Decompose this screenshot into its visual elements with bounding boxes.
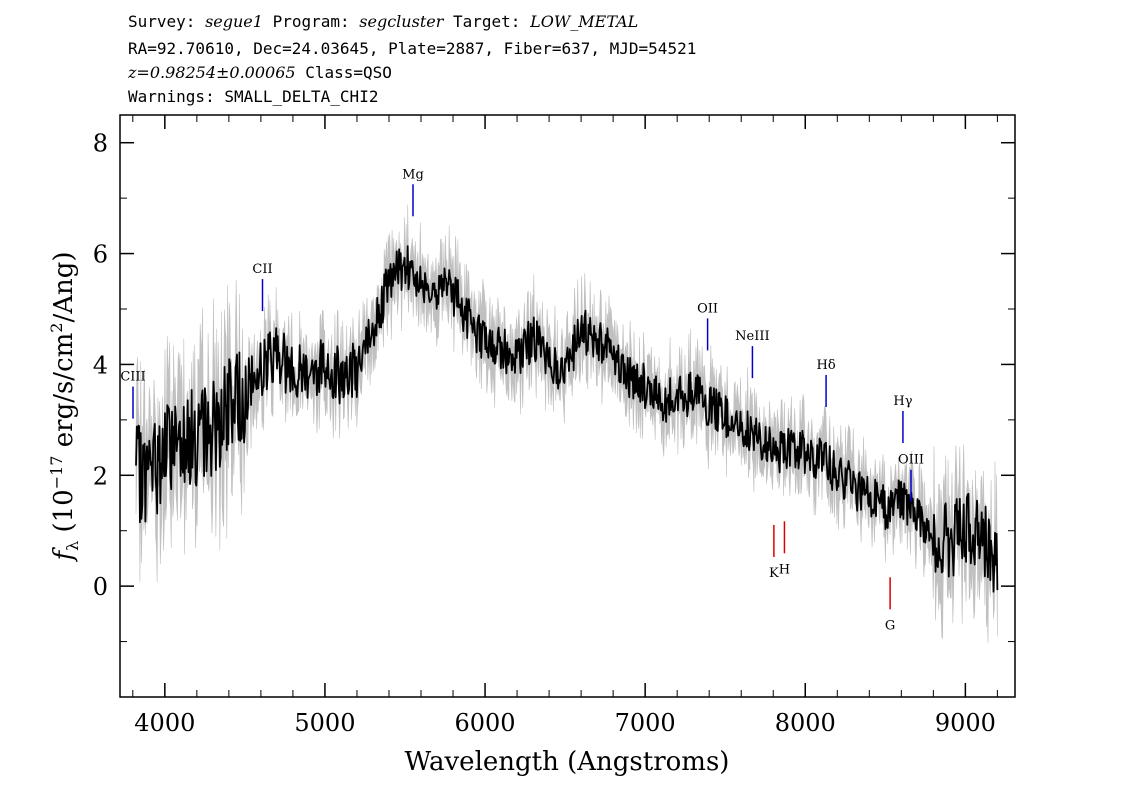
header-line-coordinates: RA=92.70610, Dec=24.03645, Plate=2887, F… [128,39,697,58]
y-axis-text-1: (10 [49,489,79,541]
emission-line-label: CII [252,262,272,277]
absorption-line-label: H [779,562,790,577]
target-label: Target: [453,12,521,31]
y-axis-text-2: erg/s/cm [49,333,79,456]
emission-line-label: CIII [120,370,145,385]
emission-line-label: Hδ [816,358,835,373]
y-axis-squared: 2 [47,323,66,333]
x-tick-label: 4000 [134,709,195,737]
y-tick-label: 8 [93,130,108,158]
y-axis-title: fλ (10−17 erg/s/cm2/Ang) [47,251,82,562]
x-tick-label: 5000 [294,709,355,737]
program-label: Program: [272,12,350,31]
header-line-warnings: Warnings: SMALL_DELTA_CHI2 [128,87,379,106]
survey-value: segue1 [205,12,263,31]
x-tick-label: 9000 [935,709,996,737]
emission-line-label: NeIII [735,329,769,344]
emission-line-label: OIII [898,453,924,468]
survey-label: Survey: [128,12,196,31]
flux-series [135,245,999,593]
spectral-line-markers: CIII CII Mg OII NeIII Hδ Hγ OIII K H G [120,167,924,633]
program-value: segcluster [359,12,444,31]
y-tick-label: 4 [93,351,108,379]
y-tick-label: 2 [93,462,108,490]
absorption-line-label: K [769,566,779,581]
x-tick-label: 8000 [775,709,836,737]
y-axis-text-3: /Ang) [49,251,79,322]
error-band [135,204,998,643]
axis-ticks: 4000 5000 6000 7000 8000 9000 0 2 4 6 8 [93,115,1015,737]
target-value: LOW_METAL [530,12,639,31]
y-tick-label: 6 [93,241,108,269]
error-band-area [135,204,998,643]
absorption-line-label: G [885,618,895,633]
plot-frame [119,114,1016,698]
y-tick-label: 0 [93,573,108,601]
emission-line-label: OII [697,301,718,316]
header-line-redshift: z=0.98254±0.00065 Class=QSO [128,63,392,83]
redshift-value: z=0.98254±0.00065 [128,63,296,82]
y-axis-symbol-sub: λ [63,541,82,551]
header-line-survey: Survey: segue1 Program: segcluster Targe… [128,12,638,32]
x-tick-label: 6000 [455,709,516,737]
emission-line-label: Mg [402,167,424,182]
y-axis-exponent: −17 [47,456,66,490]
x-tick-label: 7000 [615,709,676,737]
emission-line-label: Hγ [893,394,912,409]
flux-line [135,245,999,593]
x-axis-title: Wavelength (Angstroms) [405,747,730,777]
class-value: Class=QSO [305,63,392,82]
